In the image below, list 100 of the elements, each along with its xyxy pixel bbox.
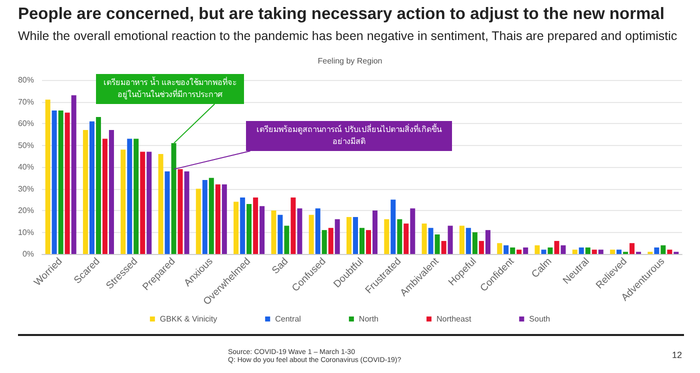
bar — [134, 138, 139, 254]
bar — [184, 171, 190, 254]
bar — [127, 138, 132, 254]
bar — [284, 226, 290, 254]
bar — [441, 240, 446, 254]
bar — [164, 171, 170, 254]
annotation: เตรียมอาหาร น้ำ และของใช้มากพอที่จะอยู่ในบ้านในช่วงที่มีการประกาศ — [96, 74, 244, 104]
text: 12 — [672, 350, 682, 360]
bar — [146, 152, 152, 254]
bar — [246, 204, 252, 254]
bar — [120, 150, 126, 254]
bar — [478, 240, 484, 254]
bar — [372, 210, 378, 254]
bar — [45, 100, 50, 254]
bar — [71, 95, 76, 254]
bar — [485, 230, 490, 254]
bar — [178, 169, 183, 254]
bar — [260, 206, 265, 254]
bar — [630, 243, 635, 254]
bar — [208, 178, 214, 254]
bar — [353, 217, 358, 254]
bar — [222, 184, 227, 254]
bar — [554, 240, 560, 254]
bar — [448, 226, 453, 254]
bar — [397, 219, 402, 254]
bar — [89, 121, 94, 254]
bar — [422, 224, 427, 254]
bar — [548, 247, 553, 254]
legend-label: GBKK & Vinicity — [160, 314, 218, 324]
bar — [58, 110, 64, 254]
bar — [472, 232, 478, 254]
bar — [196, 188, 201, 254]
annotation: เตรียมพร้อมดูสถานการณ์ ปรับเปลี่ยนไปตามสิ่งที่เกิดขึ้น อย่างมีสติ — [246, 121, 452, 151]
bar — [578, 247, 584, 254]
y-tick-label: 40% — [18, 162, 34, 172]
bar — [390, 200, 396, 254]
bar — [572, 250, 578, 254]
bar — [52, 110, 57, 254]
bar — [523, 247, 528, 254]
y-tick-label: 10% — [18, 228, 34, 237]
bar — [384, 219, 390, 254]
bar — [240, 197, 246, 254]
y-tick-label: 50% — [18, 140, 34, 150]
bar — [616, 250, 622, 254]
bar — [504, 245, 509, 254]
y-tick-label: 30% — [18, 184, 34, 194]
y-tick-label: 80% — [18, 76, 34, 84]
bar — [592, 250, 597, 254]
bar — [334, 219, 340, 254]
bar — [366, 230, 371, 254]
bar — [459, 226, 464, 254]
bar — [497, 243, 502, 254]
legend-label: North — [358, 314, 378, 324]
chart-title: People are concerned, but are taking necessary action to adjust to the new normal — [18, 5, 664, 24]
legend-label: South — [529, 314, 550, 324]
y-tick-label: 70% — [18, 97, 34, 106]
bar — [534, 245, 540, 254]
bar — [466, 228, 471, 254]
bar — [322, 230, 327, 254]
bar — [346, 217, 352, 254]
bar — [297, 208, 302, 254]
bar — [585, 247, 590, 254]
bar — [516, 250, 522, 254]
bar — [315, 208, 320, 254]
bar — [308, 214, 314, 254]
bar — [102, 138, 108, 254]
bar — [428, 228, 434, 254]
bar — [253, 197, 258, 254]
y-tick-label: 0% — [22, 250, 34, 258]
bar — [610, 250, 616, 254]
bar — [410, 208, 416, 254]
chart-subtitle: While the overall emotional reaction to the pandemic has been negative in sentiment, Thais are prepared and optimistic — [18, 29, 678, 43]
bar — [510, 247, 516, 254]
bar — [158, 154, 164, 254]
bar — [434, 234, 440, 254]
bar — [560, 245, 566, 254]
bar — [598, 250, 604, 254]
bar — [215, 184, 220, 254]
x-tick-label: Sad — [270, 256, 291, 276]
bar — [108, 130, 114, 254]
y-tick-label: 20% — [18, 206, 34, 215]
bar — [96, 116, 101, 254]
y-tick-label: 60% — [18, 119, 34, 128]
bar — [271, 210, 276, 254]
bar — [360, 228, 364, 254]
bar — [140, 152, 146, 254]
bar — [278, 214, 283, 254]
legend-label: Northeast — [436, 314, 472, 324]
bar — [82, 130, 88, 254]
bar — [404, 224, 409, 254]
bar — [64, 112, 70, 254]
bar — [290, 197, 296, 254]
legend-label: Central — [275, 314, 302, 324]
bar — [171, 143, 176, 254]
bar — [234, 202, 239, 254]
legend-title: Feeling by Region — [318, 56, 382, 66]
bar — [654, 247, 660, 254]
bar — [328, 228, 334, 254]
bar — [202, 180, 208, 254]
bar — [660, 245, 666, 254]
